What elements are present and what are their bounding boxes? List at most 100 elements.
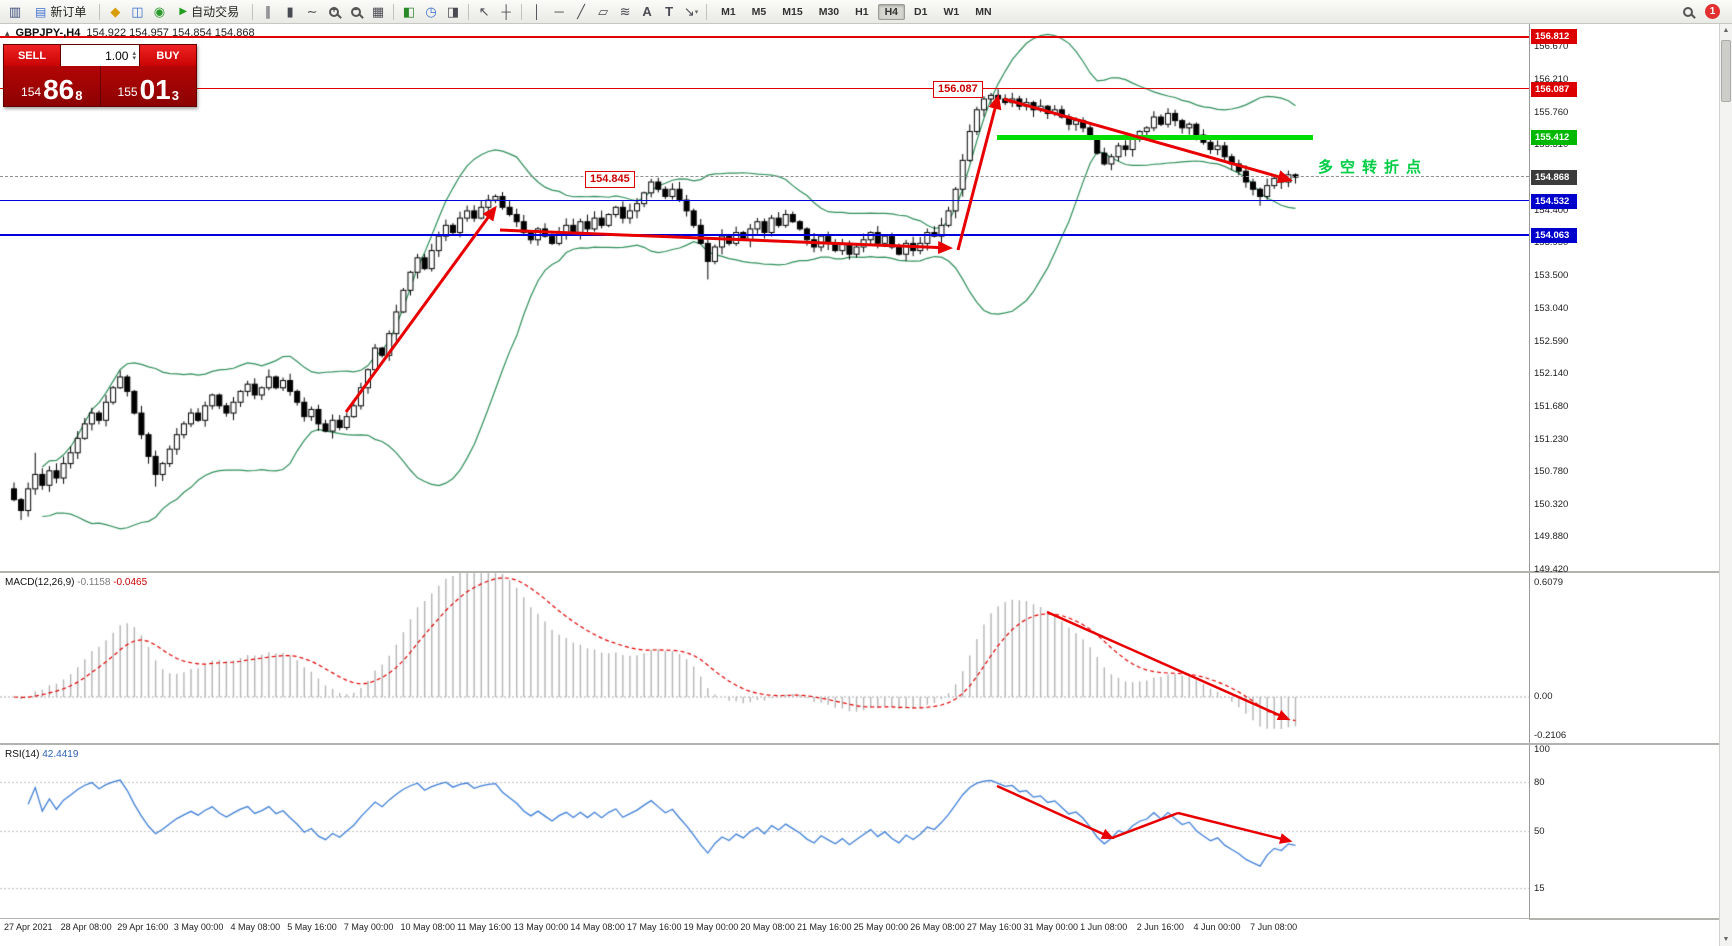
buy-button[interactable]: BUY (140, 45, 196, 66)
time-label: 27 May 16:00 (966, 922, 1022, 932)
sell-button[interactable]: SELL (4, 45, 60, 66)
new-order-button[interactable]: ▤ 新订单 (27, 2, 94, 22)
volume-input[interactable]: 1.00 ▴ ▾ (60, 45, 140, 66)
zoom-in-icon[interactable] (324, 2, 344, 22)
time-label: 25 May 00:00 (853, 922, 909, 932)
volume-up-icon[interactable]: ▴ (132, 49, 136, 57)
price-tick: 151.230 (1534, 433, 1569, 445)
tile-windows-icon[interactable]: ▦ (371, 3, 385, 19)
timeframe-m15[interactable]: M15 (782, 5, 803, 18)
time-axis[interactable]: 27 Apr 2021 28 Apr 08:00 29 Apr 16:00 3 May… (0, 919, 1529, 936)
price-badge: 154.868 (1531, 169, 1577, 185)
time-label: 17 May 16:00 (627, 922, 682, 932)
notification-badge[interactable]: 1 (1705, 4, 1720, 19)
bar-chart-icon[interactable]: ∥ (264, 3, 272, 19)
chart-title: ▴ GBPJPY-,H4 154.922 154.957 154.854 154… (5, 27, 255, 39)
time-label: 2 Jun 16:00 (1136, 922, 1184, 932)
price-tick: 152.590 (1534, 335, 1569, 347)
channel-icon[interactable]: ▱ (598, 3, 609, 19)
toolbar-separator (706, 3, 708, 20)
time-label: 29 Apr 16:00 (117, 922, 169, 932)
volume-down-icon[interactable]: ▾ (132, 54, 136, 62)
scrollbar-thumb[interactable] (1721, 40, 1731, 102)
zoom-out-icon[interactable] (346, 2, 366, 22)
autotrade-play-icon: ▶ (179, 6, 188, 17)
search-icon[interactable] (1678, 2, 1698, 22)
price-tick: 154.400 (1534, 204, 1569, 216)
chart-shift-icon[interactable]: ◨ (446, 3, 460, 19)
timeframe-mn[interactable]: MN (975, 5, 992, 18)
one-click-collapse-icon[interactable]: ▴ (5, 27, 10, 38)
timeframe-h1[interactable]: H1 (855, 5, 869, 18)
time-label: 10 May 08:00 (400, 922, 456, 932)
horizontal-line[interactable] (0, 234, 1529, 237)
timeframe-m1[interactable]: M1 (721, 5, 736, 18)
volume-spinner: ▴ ▾ (132, 49, 136, 62)
cursor-icon[interactable]: ↖ (478, 3, 490, 19)
toolbar: ▥ ▤新订单 ◆ ◫ ◉ ▶自动交易 ∥ ▮ ∼ ▦ ◧ ◷ ◨ ↖ ┼ │ ─… (0, 0, 1732, 24)
market-watch-icon[interactable]: ◆ (110, 3, 121, 19)
trendline-icon[interactable]: ╱ (577, 3, 585, 19)
navigator-icon[interactable]: ◉ (153, 3, 166, 19)
time-label: 27 Apr 2021 (4, 922, 53, 932)
timeframe-h4[interactable]: H4 (877, 3, 906, 20)
price-badge: 155.412 (1531, 130, 1577, 146)
candlestick-chart-icon[interactable]: ▮ (286, 3, 294, 19)
timeframe-d1[interactable]: D1 (914, 5, 928, 18)
price-tick: 150.320 (1534, 499, 1569, 511)
time-label: 7 Jun 08:00 (1250, 922, 1298, 932)
text-icon[interactable]: A (642, 4, 652, 19)
clock-icon[interactable]: ◷ (425, 3, 437, 19)
autotrade-button[interactable]: ▶ 自动交易 (171, 2, 247, 22)
time-label: 19 May 00:00 (683, 922, 739, 932)
line-chart-icon[interactable]: ∼ (306, 3, 318, 19)
price-badge: 154.063 (1531, 227, 1577, 243)
ohlc-values: 154.922 154.957 154.854 154.868 (86, 27, 255, 39)
price-callout-label[interactable]: 154.845 (585, 170, 635, 188)
label-icon[interactable]: T (665, 4, 674, 19)
time-label: 4 May 08:00 (230, 922, 281, 932)
horizontal-line[interactable] (0, 200, 1529, 202)
fibonacci-icon[interactable]: ≋ (619, 3, 631, 19)
green-level-segment[interactable] (997, 135, 1313, 141)
volume-value: 1.00 (105, 48, 129, 63)
price-tick: 153.500 (1534, 269, 1569, 281)
rsi-value: 42.4419 (42, 749, 79, 760)
macd-label: MACD(12,26,9) -0.1158 -0.0465 (5, 577, 147, 588)
bid-prefix: 154 (21, 85, 42, 99)
new-order-label: 新订单 (50, 5, 87, 19)
price-tick: 153.040 (1534, 303, 1569, 315)
price-badge: 156.812 (1531, 29, 1577, 45)
price-axis[interactable]: 156.670156.210155.760155.310154.860154.4… (1530, 0, 1718, 946)
vertical-scrollbar[interactable]: ▲ ▼ (1719, 24, 1732, 946)
crosshair-icon[interactable]: ┼ (501, 4, 511, 19)
annotation-text-cn[interactable]: 多空转折点 (1318, 159, 1429, 176)
timeframe-m30[interactable]: M30 (818, 5, 840, 18)
chart-window-icon[interactable]: ▥ (8, 3, 22, 19)
price-tick: 149.880 (1534, 531, 1569, 543)
time-label: 3 May 00:00 (173, 922, 224, 932)
panel-separator[interactable] (0, 571, 1732, 573)
price-tick: 151.680 (1534, 401, 1569, 413)
macd-axis-value: -0.2106 (1534, 730, 1567, 742)
data-window-icon[interactable]: ◫ (131, 3, 144, 19)
timeframe-m5[interactable]: M5 (751, 5, 767, 18)
scroll-down-icon[interactable]: ▼ (1722, 936, 1730, 943)
price-badge: 156.087 (1531, 81, 1577, 97)
vertical-line-icon[interactable]: │ (533, 4, 542, 19)
horizontal-line-icon[interactable]: ─ (554, 4, 564, 19)
ask-price[interactable]: 155 01 3 (99, 66, 197, 106)
horizontal-line[interactable] (0, 35, 1529, 38)
bid-price[interactable]: 154 86 8 (4, 66, 100, 106)
horizontal-line[interactable] (0, 176, 1529, 178)
time-label: 7 May 00:00 (343, 922, 394, 932)
scroll-up-icon[interactable]: ▲ (1722, 27, 1730, 34)
horizontal-line[interactable] (0, 88, 1529, 90)
new-chart-icon[interactable]: ◧ (402, 3, 416, 19)
timeframe-w1[interactable]: W1 (943, 5, 960, 18)
panel-separator[interactable] (0, 743, 1732, 745)
rsi-label: RSI(14) 42.4419 (5, 749, 78, 760)
price-callout-label[interactable]: 156.087 (933, 81, 983, 99)
arrows-tool-icon[interactable]: ↘ ▾ (683, 3, 699, 19)
